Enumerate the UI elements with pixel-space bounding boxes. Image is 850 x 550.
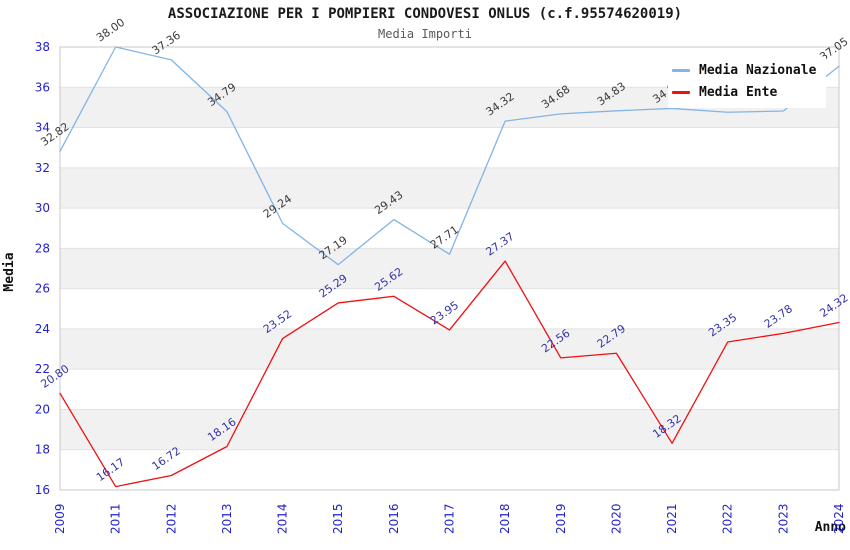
series-line [59, 46, 840, 266]
x-tick-label: 2019 [554, 503, 568, 534]
x-tick-label: 2009 [53, 503, 67, 534]
x-tick-label: 2020 [609, 503, 623, 534]
y-tick-label: 28 [35, 241, 50, 255]
plot-band [60, 208, 839, 249]
y-tick-label: 32 [35, 161, 50, 175]
plot-band [60, 369, 839, 410]
y-tick-label: 16 [35, 483, 50, 497]
plot-band [60, 288, 839, 329]
plot-band [60, 409, 839, 450]
y-tick-label: 34 [35, 121, 50, 135]
x-tick-label: 2011 [109, 503, 123, 534]
legend: Media Nazionale Media Ente [668, 57, 827, 108]
x-tick-label: 2018 [498, 503, 512, 534]
y-axis-title: Media [2, 252, 17, 291]
plot-band [60, 127, 839, 168]
plot-band [60, 449, 839, 490]
y-tick-label: 18 [35, 443, 50, 457]
x-tick-label: 2023 [776, 503, 790, 534]
plot-band [60, 167, 839, 209]
series-line [59, 260, 840, 488]
legend-item-media-ente: Media Ente [672, 85, 816, 100]
x-tick-label: 2012 [164, 503, 178, 534]
y-tick-label: 24 [35, 322, 50, 336]
x-tick-label: 2013 [220, 503, 234, 534]
chart-title: ASSOCIAZIONE PER I POMPIERI CONDOVESI ON… [167, 6, 683, 22]
media-ente-line-swatch [672, 91, 690, 94]
y-tick-label: 26 [35, 282, 50, 296]
x-tick-label: 2021 [665, 503, 679, 534]
y-tick-label: 36 [35, 80, 50, 94]
x-tick-label: 2015 [331, 503, 345, 534]
x-tick-label: 2017 [443, 503, 457, 534]
x-tick-label: 2024 [832, 503, 846, 534]
plot-band [60, 328, 839, 370]
y-tick-label: 30 [35, 201, 50, 215]
y-tick-label: 22 [35, 362, 50, 376]
x-tick-label: 2022 [721, 503, 735, 534]
y-tick-label: 20 [35, 402, 50, 416]
legend-label: Media Nazionale [699, 63, 817, 78]
plot-band [60, 248, 839, 289]
plot-border [59, 46, 840, 491]
y-tick-label: 38 [35, 40, 50, 54]
legend-item-media-nazionale: Media Nazionale [672, 63, 816, 78]
media-nazionale-line-swatch [672, 69, 690, 72]
x-tick-label: 2014 [276, 503, 290, 534]
chart-subtitle: Media Importi [378, 27, 472, 41]
x-tick-label: 2016 [387, 503, 401, 534]
x-axis-title: Anno [815, 520, 846, 535]
legend-label: Media Ente [699, 85, 778, 100]
data-label: 38.00 [94, 16, 127, 45]
